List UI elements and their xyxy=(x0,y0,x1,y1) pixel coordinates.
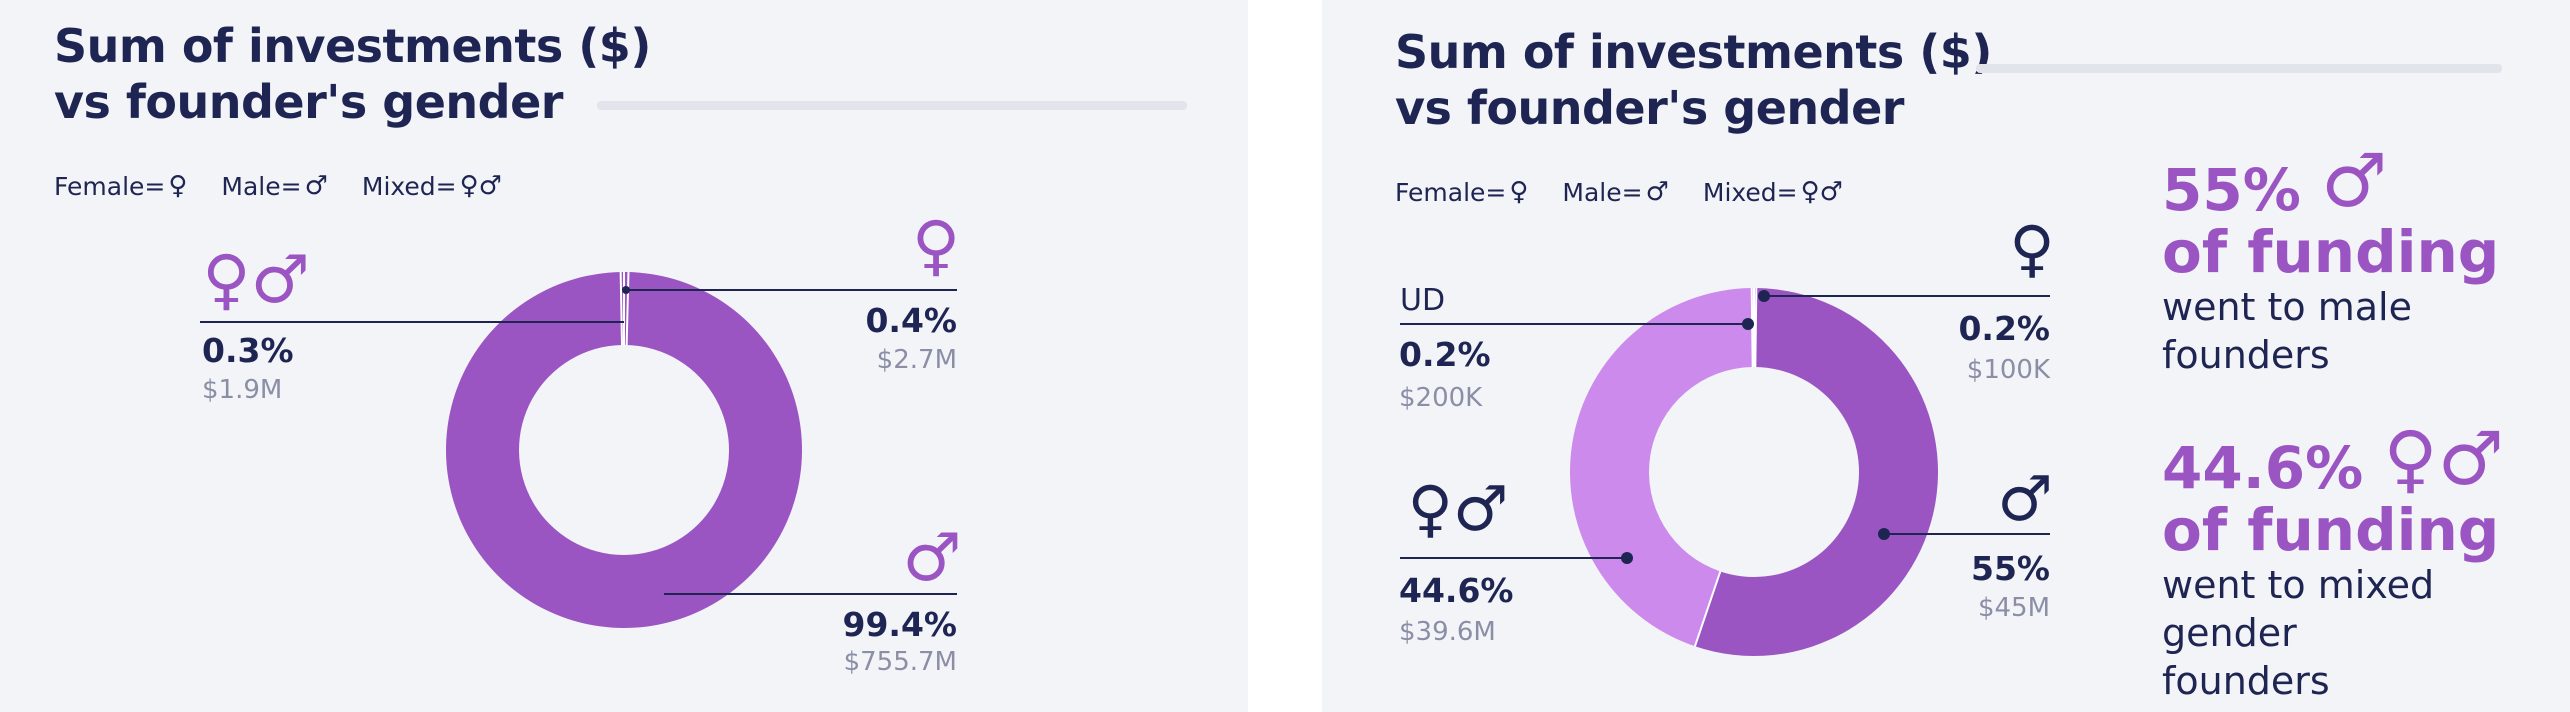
legend-male-label: Male= xyxy=(1562,177,1643,207)
right-title-rule xyxy=(1976,64,2502,73)
left-title-line1: Sum of investments ($) xyxy=(54,19,651,73)
left-female-leader-dot xyxy=(622,286,630,294)
right-slice-separator xyxy=(1754,288,1758,368)
left-male-amount: $755.7M xyxy=(844,647,957,677)
right-mixed-percent: 44.6% xyxy=(1399,571,1514,610)
left-chart-panel: Sum of investments ($) vs founder's gend… xyxy=(0,0,1248,712)
left-mixed-amount: $1.9M xyxy=(202,375,282,405)
male-callout-line2: founders xyxy=(2162,333,2330,377)
male-icon: ♂ xyxy=(304,171,328,201)
left-mixed-percent: 0.3% xyxy=(202,331,294,370)
left-donut-slices xyxy=(445,272,802,629)
right-female-label-icon: ♀ xyxy=(2009,212,2054,285)
right-female-amount: $100K xyxy=(1967,355,2051,385)
left-female-percent: 0.4% xyxy=(865,301,957,340)
legend-mixed-label: Mixed= xyxy=(361,171,457,201)
left-male-percent: 99.4% xyxy=(843,605,958,644)
right-title-line1: Sum of investments ($) xyxy=(1395,25,1992,79)
mixed-funding-callout: 44.6% ♀♂ of funding went to mixed gender… xyxy=(2162,422,2562,705)
legend-male: Male= ♂ xyxy=(1562,177,1668,207)
male-icon: ♂ xyxy=(2321,138,2388,224)
female-icon: ♀ xyxy=(168,171,188,201)
mixed-callout-line1: went to mixed gender xyxy=(2162,563,2435,655)
right-ud-leader-dot xyxy=(1742,318,1754,330)
male-callout-of-funding: of funding xyxy=(2162,218,2500,286)
right-mixed-leader-dot xyxy=(1621,552,1633,564)
right-male-leader-dot xyxy=(1878,528,1890,540)
right-female-leader-dot xyxy=(1758,290,1770,302)
right-title-line2: vs founder's gender xyxy=(1395,81,1904,135)
right-slice-separator xyxy=(1693,571,1722,647)
left-slice-separator xyxy=(625,272,630,346)
left-legend: Female= ♀ Male= ♂ Mixed= ♀♂ xyxy=(54,171,502,201)
legend-female-label: Female= xyxy=(1395,177,1507,207)
male-callout-headline: 55% ♂ xyxy=(2162,144,2562,224)
right-donut-slices xyxy=(1569,288,1938,656)
left-donut-chart: ♀ 0.4% $2.7M ♀♂ 0.3% $1.9M ♂ 99.4% $755.… xyxy=(200,207,962,677)
left-slice-separator xyxy=(619,272,624,346)
right-chart-panel: Sum of investments ($) vs founder's gend… xyxy=(1322,0,2570,712)
right-female-percent: 0.2% xyxy=(1958,309,2050,348)
left-title-rule xyxy=(597,101,1187,110)
male-callout-percent: 55% xyxy=(2162,156,2301,224)
legend-mixed: Mixed= ♀♂ xyxy=(362,171,502,201)
left-title-line2: vs founder's gender xyxy=(54,75,563,129)
legend-female: Female= ♀ xyxy=(1395,177,1528,207)
left-mixed-label-icon: ♀♂ xyxy=(202,241,310,318)
left-male-label-icon: ♂ xyxy=(902,519,961,596)
male-funding-callout: 55% ♂ of funding went to male founders xyxy=(2162,144,2562,379)
legend-mixed-label: Mixed= xyxy=(1702,177,1798,207)
mixed-callout-line2: founders xyxy=(2162,659,2330,703)
female-icon: ♀ xyxy=(1509,177,1529,207)
right-male-percent: 55% xyxy=(1971,549,2050,588)
right-male-amount: $45M xyxy=(1978,593,2050,623)
left-chart-title: Sum of investments ($) vs founder's gend… xyxy=(54,18,651,130)
right-slice-male xyxy=(1694,288,1938,656)
right-slice-mixed xyxy=(1569,288,1753,647)
mixed-gender-icon: ♀♂ xyxy=(2383,416,2504,502)
right-mixed-amount: $39.6M xyxy=(1399,617,1496,647)
right-ud-amount: $200K xyxy=(1399,383,1483,413)
mixed-callout-headline: 44.6% ♀♂ xyxy=(2162,422,2562,502)
left-female-label-icon: ♀ xyxy=(912,207,960,284)
right-donut-chart: ♀ 0.2% $100K UD 0.2% $200K ♀♂ 44.6% $39.… xyxy=(1399,212,2055,656)
legend-male: Male= ♂ xyxy=(221,171,327,201)
male-callout-line1: went to male xyxy=(2162,285,2412,329)
legend-mixed: Mixed= ♀♂ xyxy=(1703,177,1843,207)
left-slice-male xyxy=(445,272,802,629)
legend-female-label: Female= xyxy=(54,171,166,201)
legend-female: Female= ♀ xyxy=(54,171,187,201)
right-ud-label: UD xyxy=(1400,283,1445,318)
right-male-label-icon: ♂ xyxy=(1997,462,2053,535)
male-icon: ♂ xyxy=(1645,177,1669,207)
mixed-callout-of-funding: of funding xyxy=(2162,496,2500,564)
right-legend: Female= ♀ Male= ♂ Mixed= ♀♂ xyxy=(1395,177,1843,207)
left-female-amount: $2.7M xyxy=(877,345,957,375)
right-mixed-label-icon: ♀♂ xyxy=(1408,472,1509,545)
right-ud-percent: 0.2% xyxy=(1399,335,1491,374)
right-chart-title: Sum of investments ($) vs founder's gend… xyxy=(1395,24,1992,136)
mixed-gender-icon: ♀♂ xyxy=(1800,177,1843,207)
mixed-callout-percent: 44.6% xyxy=(2162,434,2364,502)
mixed-gender-icon: ♀♂ xyxy=(459,171,502,201)
legend-male-label: Male= xyxy=(221,171,302,201)
